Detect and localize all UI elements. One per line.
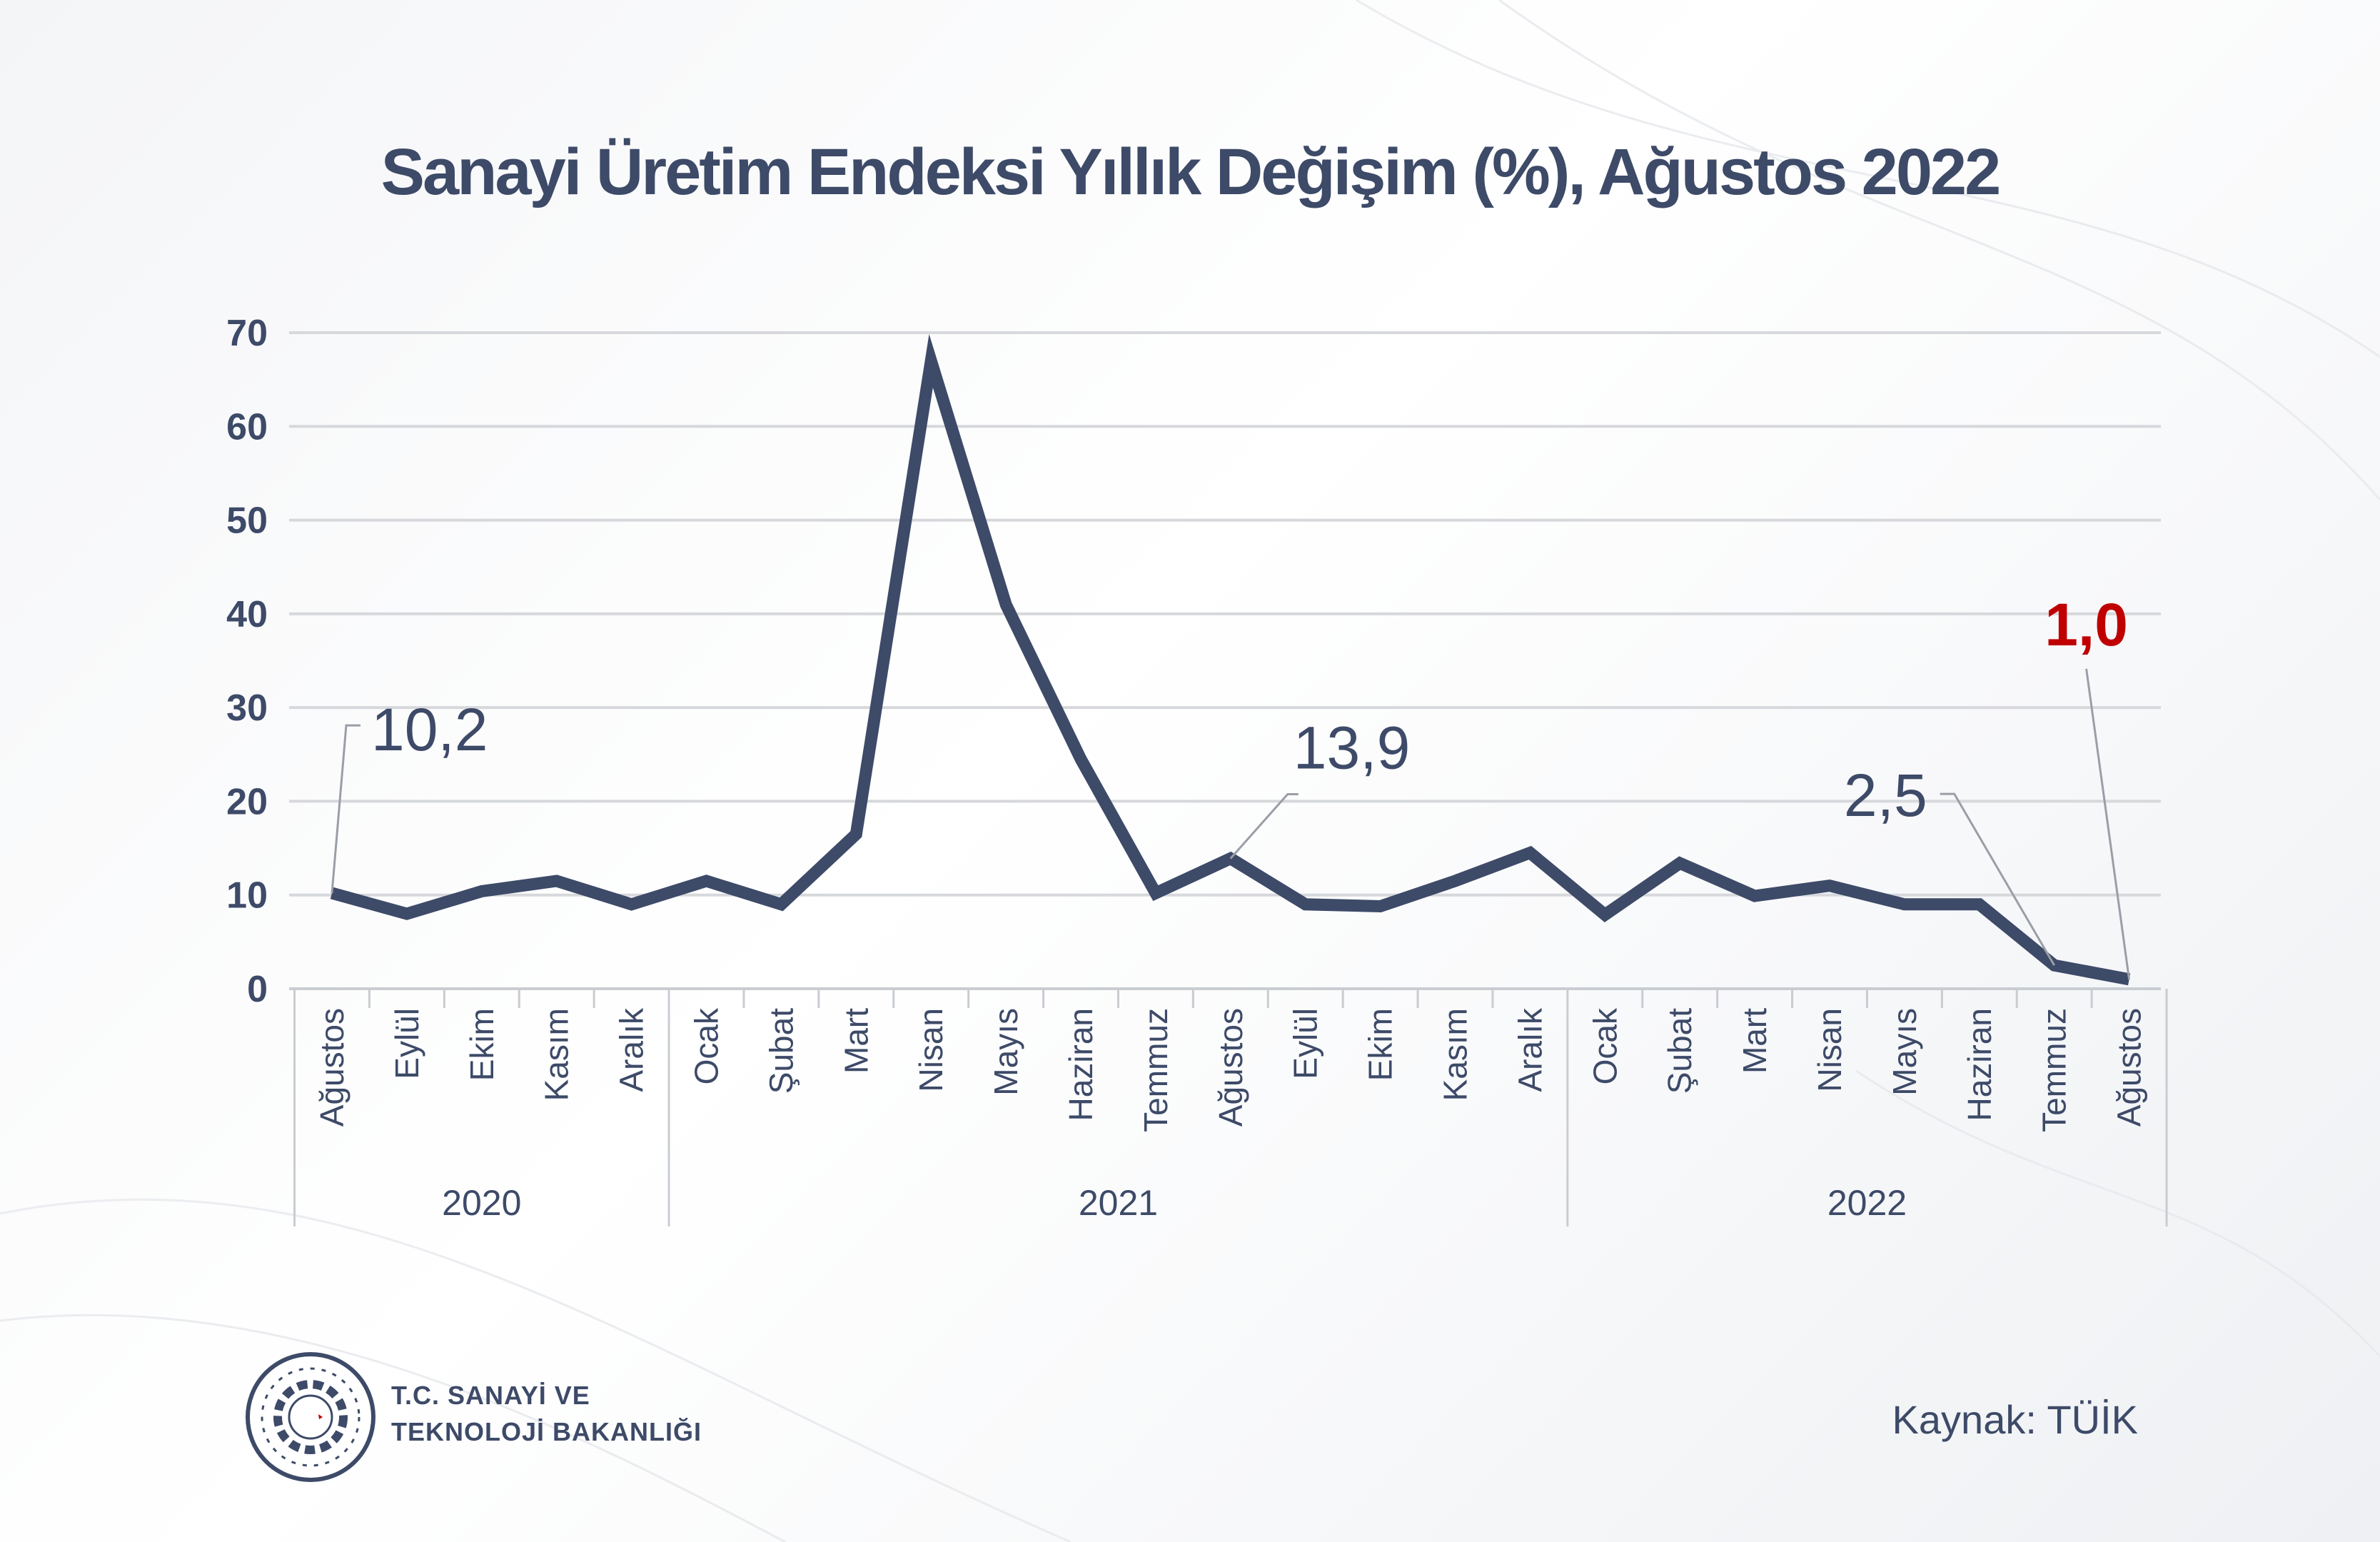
series-line	[330, 333, 2131, 986]
x-tick-label: Ekim	[463, 1008, 500, 1081]
year-label: 2022	[1827, 1183, 1907, 1223]
x-tick-label: Ağustos	[313, 1008, 351, 1127]
series	[330, 333, 2131, 986]
source-label: Kaynak: TÜİK	[1892, 1397, 2138, 1442]
year-groups: 2020 2021 2022	[293, 1008, 2168, 1226]
annotation-highlight-label: 1,0	[2044, 591, 2128, 658]
x-tick-label: Kasım	[538, 1008, 575, 1101]
annotation-leader	[1229, 793, 1299, 860]
annotation-leader	[2085, 668, 2131, 980]
annotation-label: 13,9	[1294, 715, 1411, 782]
x-tick-label: Şubat	[762, 1008, 800, 1094]
y-axis: 0 10 20 30 40 50 60 70	[226, 313, 268, 1010]
x-tick-label: Mart	[837, 1008, 874, 1074]
year-label: 2020	[442, 1183, 521, 1223]
x-tick-label: Nisan	[912, 1008, 949, 1092]
x-tick-label: Ocak	[1586, 1007, 1623, 1084]
x-tick-label: Mart	[1736, 1008, 1773, 1074]
y-tick-label: 70	[226, 313, 268, 354]
x-tick-label: Aralık	[1511, 1007, 1548, 1092]
y-tick-label: 40	[226, 594, 268, 635]
x-tick-label: Kasım	[1437, 1008, 1474, 1101]
logo-text-line1: T.C. SANAYİ VE	[391, 1381, 590, 1410]
x-tick-label: Temmuz	[1137, 1008, 1174, 1132]
x-tick-label: Haziran	[1062, 1008, 1099, 1122]
x-tick-label: Temmuz	[2036, 1008, 2073, 1132]
ministry-logo: T.C. SANAYİ VE TEKNOLOJİ BAKANLIĞI	[246, 1352, 702, 1482]
annotations: 10,2 13,9 2,5 1,0	[331, 591, 2131, 980]
annotation-leader	[331, 724, 360, 894]
x-tick-label: Ağustos	[1212, 1008, 1249, 1127]
y-tick-label: 10	[226, 875, 268, 917]
x-tick-label: Ocak	[688, 1007, 725, 1084]
x-tick-label: Ağustos	[2111, 1008, 2148, 1127]
y-tick-label: 30	[226, 687, 268, 729]
emblem-icon	[246, 1352, 375, 1482]
annotation-leader	[1940, 792, 2055, 966]
x-tick-label: Mayıs	[987, 1008, 1024, 1096]
annotation-label: 2,5	[1844, 762, 1927, 829]
logo-text-line2: TEKNOLOJİ BAKANLIĞI	[391, 1417, 702, 1446]
annotation-label: 10,2	[371, 696, 488, 763]
y-tick-label: 60	[226, 406, 268, 448]
x-tick-label: Mayıs	[1886, 1008, 1923, 1096]
y-tick-label: 50	[226, 500, 268, 542]
x-tick-label: Aralık	[613, 1007, 650, 1092]
x-axis: Ağustos Eylül Ekim Kasım Aralık Ocak Şubat Mart…	[293, 989, 2168, 1132]
x-tick-label: Ekim	[1362, 1008, 1399, 1081]
x-tick-label: Haziran	[1961, 1008, 1998, 1122]
x-tick-label: Eylül	[1287, 1008, 1324, 1079]
y-tick-label: 0	[247, 969, 268, 1010]
chart-title: Sanayi Üretim Endeksi Yıllık Değişim (%)…	[381, 136, 2000, 208]
year-label: 2021	[1079, 1183, 1158, 1223]
x-tick-label: Eylül	[388, 1008, 425, 1079]
x-tick-label: Nisan	[1811, 1008, 1848, 1092]
x-tick-label: Şubat	[1661, 1008, 1698, 1094]
y-tick-label: 20	[226, 781, 268, 822]
